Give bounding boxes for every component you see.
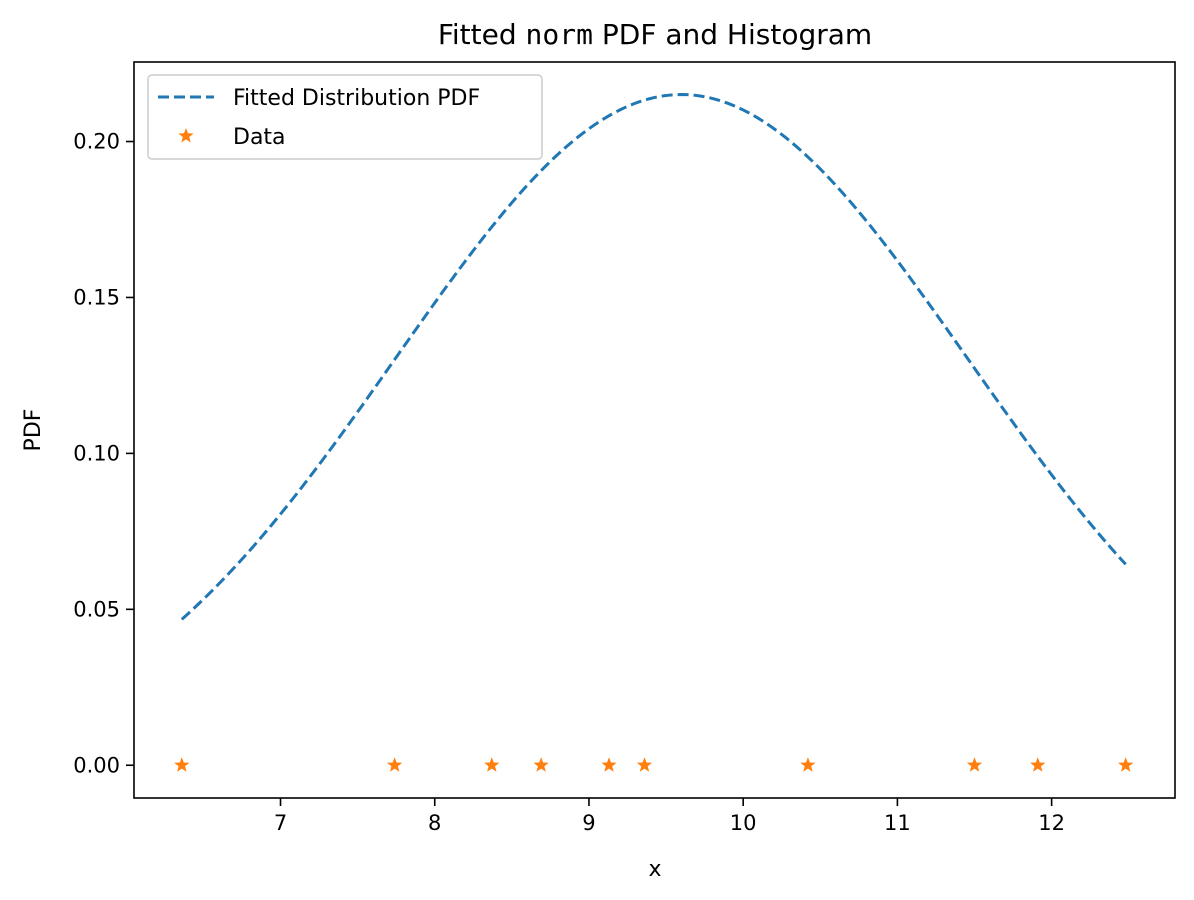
data-point-marker	[601, 757, 617, 772]
y-axis-label: PDF	[21, 409, 46, 452]
y-tick-label: 0.05	[73, 597, 120, 621]
legend: Fitted Distribution PDF Data	[147, 74, 543, 160]
chart-title-part-2: norm	[526, 18, 593, 51]
x-tick-label: 11	[884, 811, 911, 835]
data-point-marker	[800, 757, 816, 772]
x-tick-label: 12	[1038, 811, 1065, 835]
legend-label-data: Data	[233, 125, 286, 150]
data-point-marker	[533, 757, 549, 772]
legend-label-fitted-pdf: Fitted Distribution PDF	[233, 86, 480, 111]
data-point-marker	[387, 757, 403, 772]
chart-title-part-3: PDF and Histogram	[593, 18, 872, 51]
data-point-marker	[1030, 757, 1046, 772]
x-tick-label: 8	[428, 811, 441, 835]
y-tick-label: 0.00	[73, 753, 120, 777]
chart-title-part-1: Fitted	[438, 18, 526, 51]
plot-frame	[133, 61, 1176, 799]
y-tick-label: 0.15	[73, 285, 120, 309]
legend-star-marker	[178, 128, 194, 143]
y-tick-label: 0.20	[73, 130, 120, 154]
plot-area	[174, 93, 1134, 772]
legend-box	[147, 74, 543, 160]
x-tick-label: 9	[582, 811, 595, 835]
data-point-marker	[484, 757, 500, 772]
x-tick-label: 7	[274, 811, 287, 835]
series-fitted-pdf-line	[180, 93, 1127, 621]
y-tick-label: 0.10	[73, 441, 120, 465]
data-point-marker	[174, 757, 190, 772]
x-axis-label: x	[648, 857, 661, 882]
data-point-marker	[1118, 757, 1134, 772]
x-tick-label: 10	[730, 811, 757, 835]
data-point-marker	[966, 757, 983, 772]
data-point-marker	[636, 757, 653, 772]
chart-title: Fitted norm PDF and Histogram	[438, 18, 872, 51]
axis-ticks: 7 8 9 10 11 12 0.00 0.05 0.10 0.15 0.20	[73, 130, 1065, 835]
